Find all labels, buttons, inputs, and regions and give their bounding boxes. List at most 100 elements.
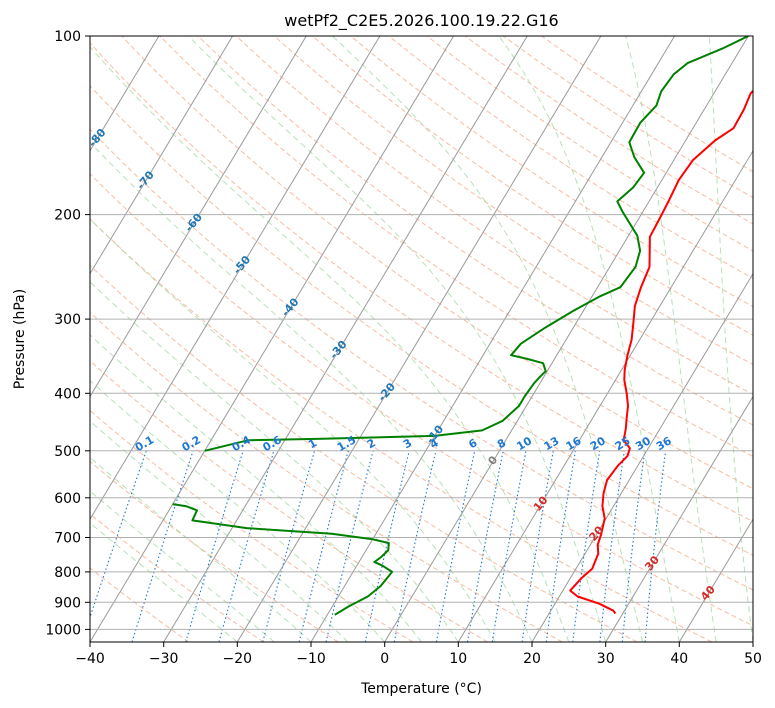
y-axis-label: Pressure (hPa) [12,289,28,389]
dry-adiabat [235,36,753,396]
mixing-ratio-line [393,450,437,642]
x-tick-label: 40 [670,651,688,667]
dry-adiabat [90,513,264,642]
moist-adiabat [90,281,459,642]
x-axis-label: Temperature (°C) [360,681,482,697]
y-tick-label: 200 [54,208,81,224]
isotherm-label: 40 [698,583,718,603]
isotherm [90,36,307,398]
x-tick-label: −10 [296,651,326,667]
curves [172,36,753,616]
isotherm-label: -50 [231,253,254,277]
isotherm [236,36,602,642]
dewpoint-curve-upper [204,36,749,452]
y-tick-label: 400 [54,386,81,402]
moist-adiabat [90,218,496,642]
mixing-ratio-label: 3 [401,436,414,451]
temperature-curve [569,89,753,615]
mixing-ratio-line [599,450,625,642]
grid [0,36,753,642]
x-tick-label: 50 [744,651,762,667]
y-tick-label: 300 [54,312,81,328]
mixing-ratio-line [621,450,646,642]
isotherm [310,36,676,642]
isotherm [90,36,160,152]
mixing-ratio-line [364,450,410,642]
y-tick-label: 600 [54,491,81,507]
isotherm [90,36,381,521]
isotherm [457,149,753,642]
isoline-labels: 0.1 0.2 0.4 0.6 1 1.5 2 3 4 6 8 10 13 16 20 25 30 36-100-… [38,83,718,603]
isotherm-label: -80 [86,126,109,150]
x-tick-label: −40 [75,651,105,667]
isotherm [752,641,753,642]
dry-adiabat [541,36,753,173]
moist-adiabat [90,380,386,642]
mixing-ratio-line [325,450,374,642]
mixing-ratio-line [545,450,576,642]
mixing-ratio-line [218,450,275,642]
dry-adiabat [90,311,563,642]
moist-adiabat [90,420,349,642]
y-tick-label: 800 [54,565,81,581]
isotherm [384,36,749,642]
y-tick-label: 900 [54,595,81,611]
dry-adiabat [90,42,753,523]
y-axis-ticks: 100 200 300 400 500 600 700 800 900 1000 [45,29,90,638]
isotherm-label: -30 [327,338,350,362]
isotherm [531,272,753,642]
mixing-ratio-line [466,450,504,642]
y-tick-label: 500 [54,444,81,460]
mixing-ratio-line [262,450,316,642]
background-lines [90,36,753,642]
isotherm [678,518,753,642]
y-tick-label: 100 [54,29,81,45]
dry-adiabat [90,360,488,642]
isotherm [605,395,753,642]
x-tick-label: 10 [449,651,467,667]
moist-adiabat [90,46,570,642]
isotherm-label: -90 [38,83,61,107]
plot-frame [89,35,754,643]
isotherm-label: -20 [375,380,398,404]
dry-adiabat [90,85,753,556]
isotherm [90,36,455,642]
moist-adiabat [708,36,753,642]
mixing-ratio-line [185,450,244,642]
moist-adiabat [625,36,717,642]
dewpoint-curve-lower [172,503,394,616]
isotherm [163,36,528,642]
x-tick-label: −20 [223,651,253,667]
x-tick-label: 0 [380,651,389,667]
moist-adiabat [332,36,643,642]
moist-adiabat [90,141,533,642]
x-tick-label: −30 [149,651,179,667]
dry-adiabat [388,36,753,280]
dry-adiabat [159,36,753,458]
x-tick-label: 30 [597,651,615,667]
dry-adiabat [90,128,753,591]
y-tick-label: 700 [54,531,81,547]
dry-adiabat [121,36,753,490]
x-axis-ticks: −40 −30 −20 −10 0 10 20 30 40 50 [75,642,762,667]
y-tick-label: 1000 [45,622,81,638]
dry-adiabat [350,36,753,308]
isotherm-label: -70 [134,168,157,192]
dry-adiabat [90,218,712,642]
mixing-ratio-line [298,450,349,642]
mixing-ratio-label: 2 [365,436,378,451]
mixing-ratio-label: 6 [466,436,479,451]
isotherm [0,36,12,642]
mixing-ratio-line [572,450,601,642]
mixing-ratio-line [131,450,194,642]
chart-title: wetPf2_C2E5.2026.100.19.22.G16 [284,11,558,31]
dry-adiabat [90,409,414,642]
moist-adiabat [90,334,422,642]
moist-adiabat [90,456,312,642]
isotherm-label: -40 [279,295,302,319]
isotherm-label: 10 [531,493,551,513]
isotherm-label: 0 [485,453,500,467]
dry-adiabat [426,36,753,252]
moist-adiabat [188,36,607,642]
